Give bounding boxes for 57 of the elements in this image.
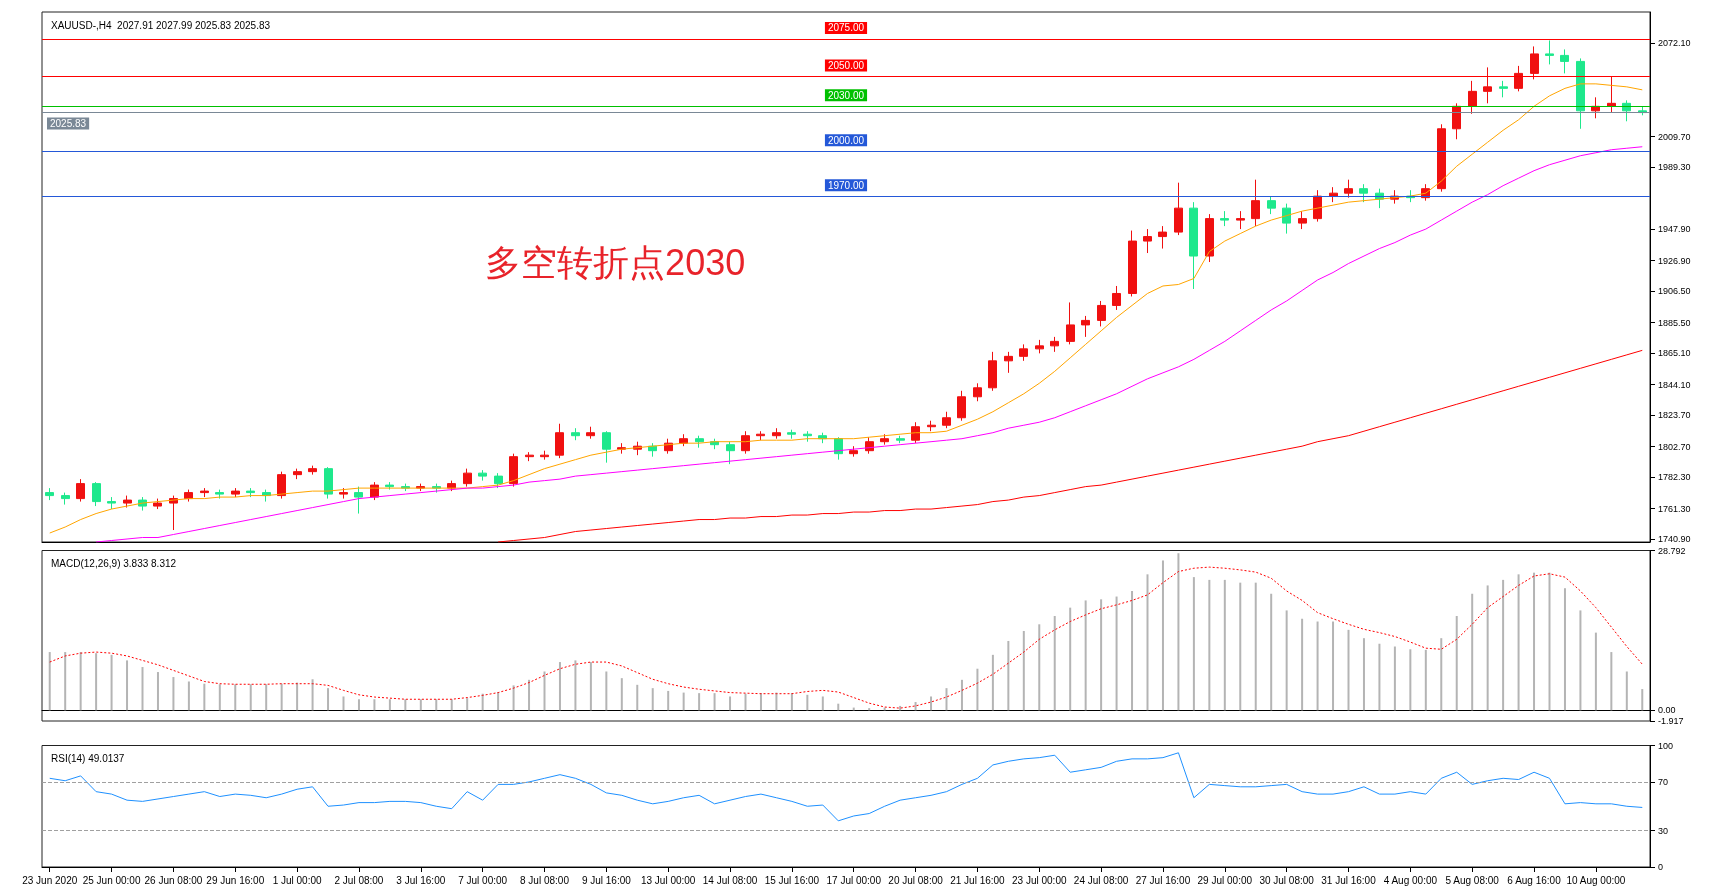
x-tick-label: 13 Jul 00:00: [640, 874, 696, 886]
y-tick-label: 1926.90: [1658, 255, 1691, 266]
y-tick-label: -1.917: [1658, 716, 1684, 726]
y-tick-label: 1761.30: [1658, 503, 1691, 514]
text: RSI(14) 49.0137: [51, 752, 125, 764]
x-tick-label: 10 Aug 00:00: [1566, 874, 1626, 886]
x-tick-label: 6 Aug 16:00: [1507, 874, 1562, 886]
x-tick-label: 9 Jul 16:00: [581, 874, 632, 886]
y-tick-label: 0: [1658, 862, 1664, 872]
x-tick-label: 26 Jun 08:00: [144, 874, 203, 886]
x-tick-label: 7 Jul 00:00: [458, 874, 508, 886]
x-tick-label: 2 Jul 08:00: [334, 874, 384, 886]
y-tick-label: 2009.70: [1658, 131, 1691, 142]
x-tick-label: 27 Jul 16:00: [1135, 874, 1191, 886]
x-tick-label: 17 Jul 00:00: [826, 874, 882, 886]
y-tick-label: 1740.90: [1658, 534, 1691, 545]
text: MACD(12,26,9) 3.833 8.312: [51, 557, 177, 569]
ref-line-label: 2000.00: [827, 134, 865, 146]
x-tick-label: 21 Jul 16:00: [950, 874, 1006, 886]
y-tick-label: 1865.10: [1658, 348, 1691, 359]
x-tick-label: 23 Jun 2020: [22, 874, 78, 886]
y-tick-label: 2072.10: [1658, 38, 1691, 49]
x-tick-label: 30 Jul 08:00: [1259, 874, 1315, 886]
x-tick-label: 1 Jul 00:00: [272, 874, 323, 886]
x-tick-label: 15 Jul 16:00: [764, 874, 820, 886]
x-tick-label: 8 Jul 08:00: [520, 874, 570, 886]
x-tick-label: 20 Jul 08:00: [888, 874, 944, 886]
x-tick-label: 29 Jul 00:00: [1197, 874, 1253, 886]
x-tick-label: 5 Aug 08:00: [1445, 874, 1500, 886]
x-tick-label: 4 Aug 00:00: [1383, 874, 1438, 886]
y-tick-label: 30: [1658, 825, 1669, 836]
y-tick-label: 1947.90: [1658, 224, 1691, 235]
x-tick-label: 14 Jul 08:00: [702, 874, 758, 886]
text: XAUUSD-,H4 2027.91 2027.99 2025.83 2025.83: [51, 19, 271, 31]
x-tick-label: 3 Jul 16:00: [396, 874, 446, 886]
ref-line-label: 2075.00: [827, 22, 865, 34]
y-tick-label: 100: [1658, 740, 1674, 751]
x-tick-label: 24 Jul 08:00: [1073, 874, 1129, 886]
y-tick-label: 1844.10: [1658, 379, 1691, 390]
ref-line-label: 2050.00: [827, 59, 865, 71]
y-tick-label: 0.00: [1658, 705, 1676, 716]
y-tick-label: 70: [1658, 776, 1669, 787]
y-tick-label: 1823.70: [1658, 410, 1691, 421]
x-tick-label: 25 Jun 00:00: [82, 874, 141, 886]
x-tick-label: 29 Jun 16:00: [206, 874, 265, 886]
y-tick-label: 1782.30: [1658, 472, 1691, 483]
annotation: 多空转折点2030: [485, 242, 746, 284]
ref-line-label: 2030.00: [827, 89, 865, 101]
x-tick-label: 23 Jul 00:00: [1012, 874, 1067, 886]
y-tick-label: 1906.50: [1658, 286, 1691, 297]
ref-line-label: 2025.83: [50, 118, 87, 130]
y-tick-label: 1989.30: [1658, 162, 1691, 173]
y-tick-label: 1802.70: [1658, 441, 1691, 452]
y-tick-label: 1885.50: [1658, 317, 1691, 328]
ref-line-label: 1970.00: [827, 179, 865, 191]
y-tick-label: 28.792: [1658, 545, 1686, 556]
x-tick-label: 31 Jul 16:00: [1321, 874, 1377, 886]
